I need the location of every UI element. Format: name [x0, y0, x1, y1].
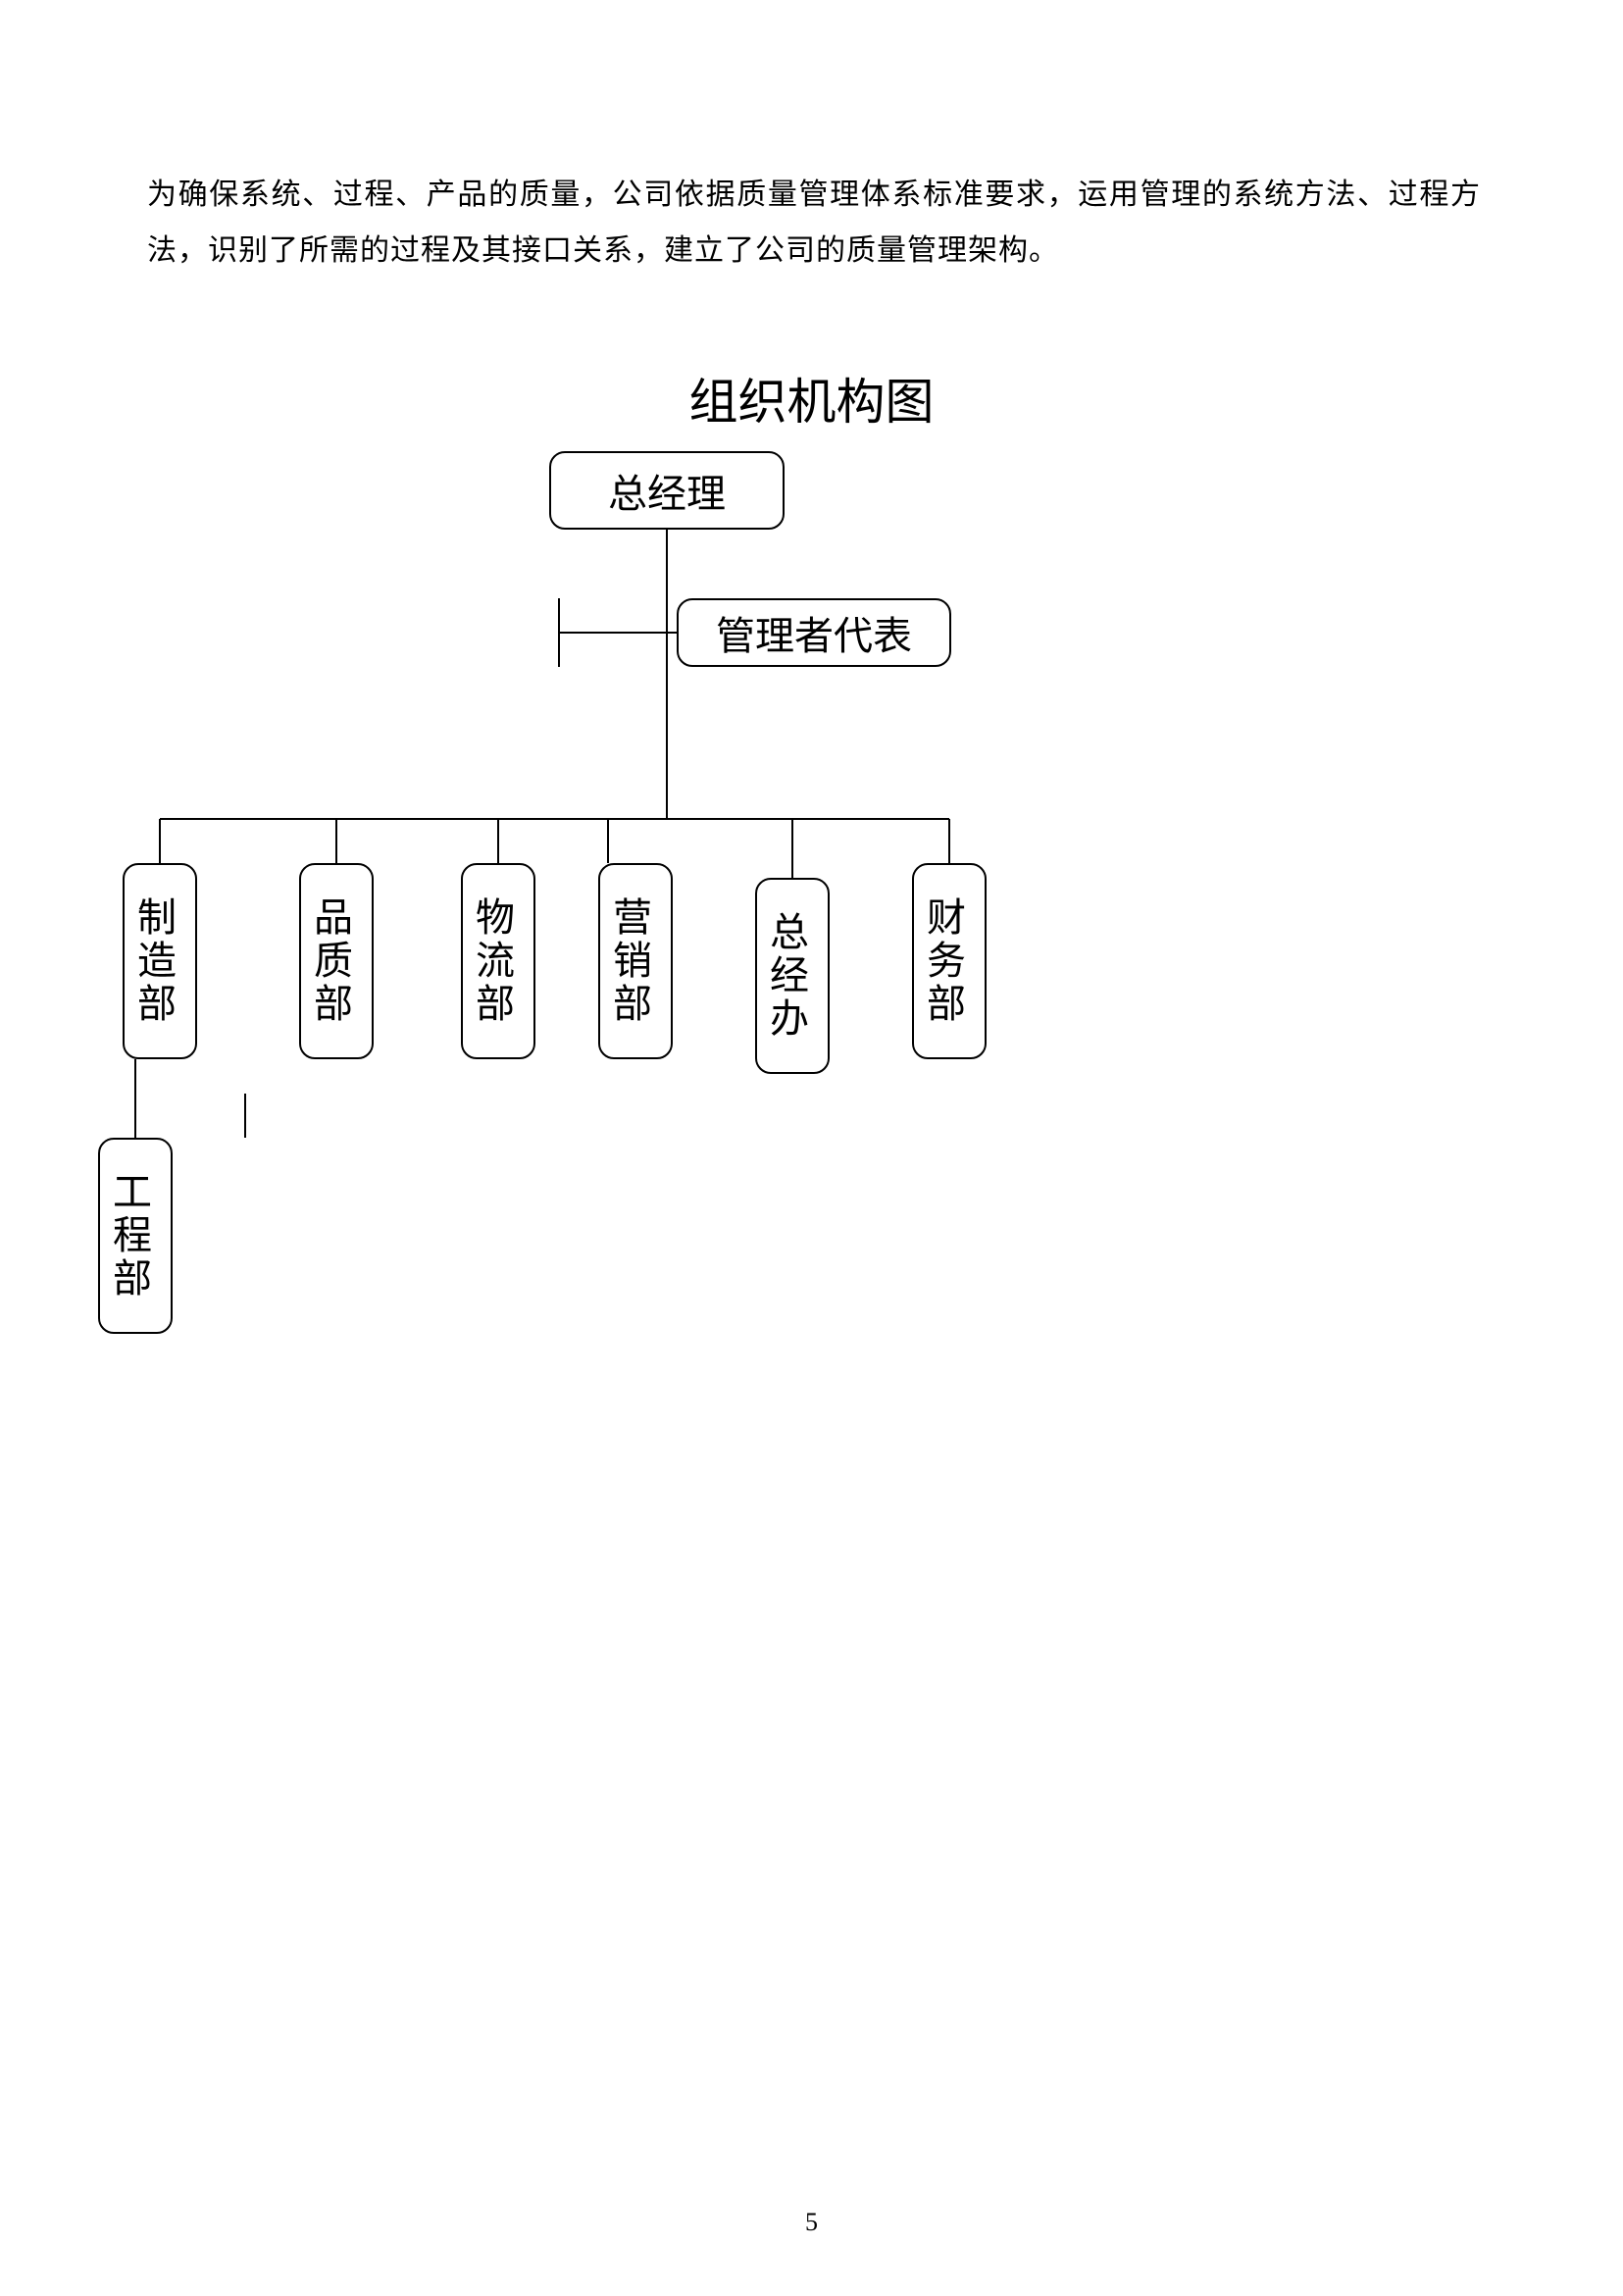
org-node-mfg: 制造部 — [123, 863, 197, 1059]
org-node-eng: 工程部 — [98, 1138, 173, 1334]
org-node-sales: 营销部 — [598, 863, 673, 1059]
org-node-log: 物流部 — [461, 863, 535, 1059]
org-chart: 总经理管理者代表制造部 品质部 物流部营销部 总经办 财务部工程部 — [0, 0, 1623, 2296]
page-number: 5 — [0, 2208, 1623, 2237]
org-node-fin: 财务部 — [912, 863, 987, 1059]
org-node-gm: 总经理 — [549, 451, 785, 530]
org-node-gmo: 总经办 — [755, 878, 830, 1074]
page: 为确保系统、过程、产品的质量，公司依据质量管理体系标准要求，运用管理的系统方法、… — [0, 0, 1623, 2296]
org-node-rep: 管理者代表 — [677, 598, 951, 667]
org-edges — [0, 0, 1623, 2296]
org-node-qc: 品质部 — [299, 863, 374, 1059]
